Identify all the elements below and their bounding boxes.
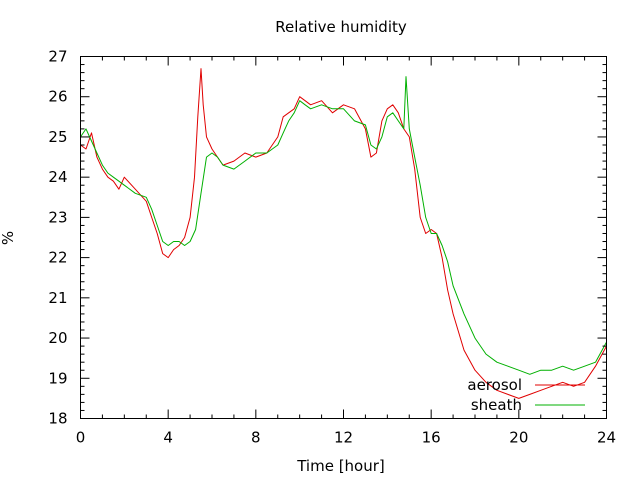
ticks-layer [80,56,607,419]
x-tick-label: 12 [334,429,353,447]
y-tick-label: 19 [48,369,67,387]
legend-label-sheath: sheath [471,396,522,414]
y-tick-label: 22 [48,249,67,267]
series-line-sheath [80,76,607,375]
series-layer [80,68,607,399]
x-tick-label: 20 [509,429,528,447]
chart-title: Relative humidity [275,18,407,36]
y-axis-label: % [0,231,17,245]
plot-frame [80,56,607,419]
y-tick-label: 24 [48,168,67,186]
x-tick-label: 0 [76,429,86,447]
y-tick-label: 27 [48,48,67,66]
legend-label-aerosol: aerosol [467,376,522,394]
y-tick-label: 18 [48,410,67,428]
tick-labels: 0 4 8 12 16 20 24 18 19 20 21 22 23 24 25 26 27 [48,48,616,447]
series-line-aerosol [80,68,607,399]
y-tick-label: 20 [48,329,67,347]
y-tick-label: 21 [48,289,67,307]
x-tick-label: 16 [422,429,441,447]
y-tick-label: 23 [48,208,67,226]
y-tick-label: 25 [48,128,67,146]
x-tick-label: 24 [597,429,616,447]
x-axis-label: Time [hour] [296,457,385,475]
legend: aerosol sheath [467,376,585,414]
y-tick-label: 26 [48,88,67,106]
x-tick-label: 4 [163,429,173,447]
x-tick-label: 8 [251,429,261,447]
